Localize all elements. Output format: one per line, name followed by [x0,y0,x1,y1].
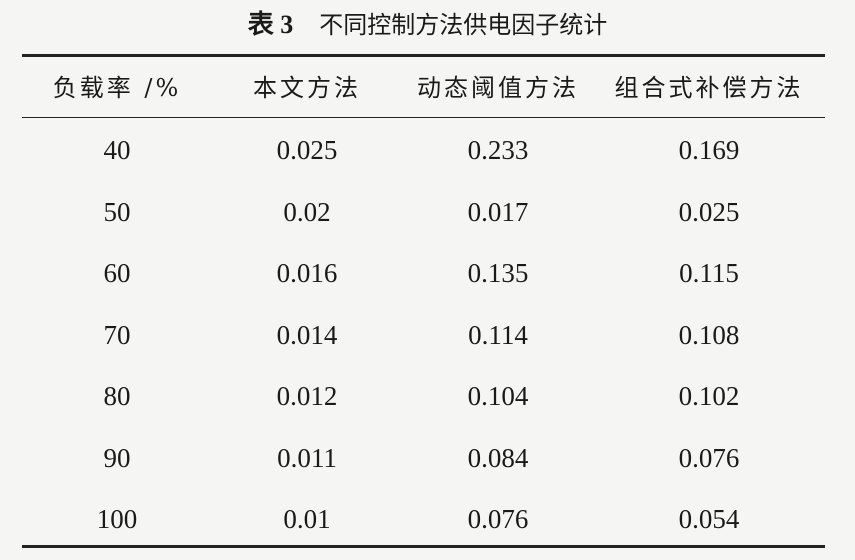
table-cell: 0.025 [276,135,338,165]
header-cell: 组合式补偿方法 [614,74,804,102]
table-cell: 0.016 [276,258,338,288]
header-cell: 负载率 /% [52,74,182,102]
table-caption: 表 3 不同控制方法供电因子统计 [0,6,855,44]
table-cell: 0.233 [467,135,529,165]
table-cell: 0.169 [678,135,740,165]
table-cell: 50 [103,196,131,227]
table-cell: 0.014 [276,319,338,350]
table-cell: 0.115 [679,258,739,288]
header-cell: 本文方法 [253,74,361,102]
table-cell: 70 [103,319,131,350]
table-cell: 0.108 [678,319,740,350]
table-cell: 0.104 [467,381,529,411]
table-cell: 100 [96,504,138,534]
table-cell: 0.076 [467,504,529,534]
table-cell: 0.025 [678,196,740,227]
table-cell: 0.01 [283,504,331,534]
table-cell: 0.012 [276,381,338,411]
table-cell: 0.114 [468,319,528,350]
table-cell: 0.054 [678,504,740,534]
table-cell: 0.011 [277,442,337,473]
table-cell: 0.076 [678,442,740,473]
table-cell: 0.02 [283,196,331,227]
table-cell: 60 [103,258,131,288]
table-title: 不同控制方法供电因子统计 [319,11,608,39]
table-cell: 0.017 [467,196,529,227]
top-rule [22,54,825,57]
table-cell: 80 [103,381,131,411]
header-cell: 动态阈值方法 [417,74,579,102]
table-cell: 0.084 [467,442,529,473]
header-rule [22,117,825,118]
table-label: 表 3 [247,10,294,39]
bottom-rule [22,545,825,548]
table-cell: 90 [103,442,131,473]
table-cell: 0.102 [678,381,740,411]
table-cell: 40 [103,135,131,165]
table-cell: 0.135 [467,258,529,288]
